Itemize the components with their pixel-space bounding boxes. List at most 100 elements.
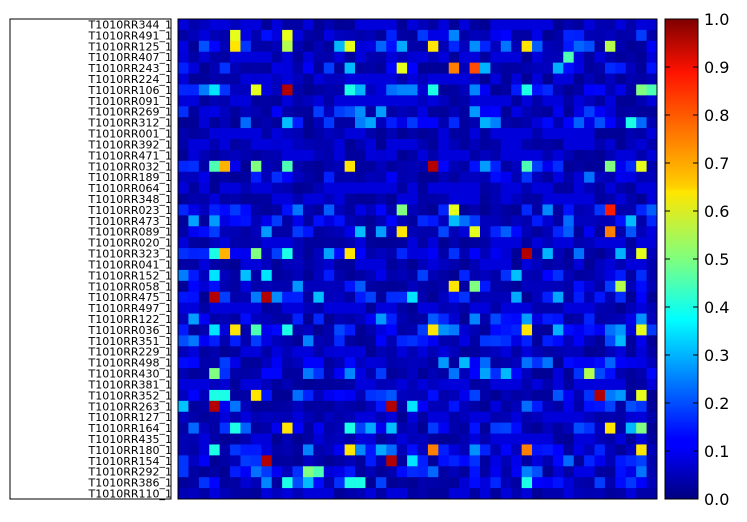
heatmap-cell [479, 488, 491, 500]
heatmap-cell [459, 357, 470, 369]
heatmap-cell [313, 444, 325, 456]
heatmap-cell [250, 389, 262, 402]
heatmap-cell [604, 455, 616, 467]
heatmap-cell [365, 62, 377, 74]
heatmap-cell [469, 171, 481, 184]
heatmap-cell [219, 84, 231, 96]
heatmap-cell [365, 139, 377, 151]
heatmap-cell [292, 477, 304, 489]
heatmap-cell [302, 302, 314, 314]
heatmap-cell [230, 269, 241, 282]
heatmap-cell [178, 488, 189, 500]
heatmap-cell [188, 389, 200, 402]
heatmap-cell [240, 280, 252, 293]
heatmap-cell [448, 215, 460, 227]
heatmap-cell [479, 455, 491, 467]
heatmap-cell [448, 51, 460, 64]
heatmap-cell [302, 389, 314, 402]
heatmap-cell [438, 259, 450, 271]
heatmap-cell [604, 51, 616, 64]
row-label: T1010RR122_1 [88, 313, 173, 326]
heatmap-cell [636, 19, 647, 31]
heatmap-cell [427, 466, 439, 478]
heatmap-cell [521, 139, 533, 151]
heatmap-cell [240, 193, 252, 205]
heatmap-cell [271, 368, 283, 380]
heatmap-cell [532, 357, 543, 369]
heatmap-cell [334, 357, 346, 369]
heatmap-cell [479, 193, 491, 205]
heatmap-cell [188, 19, 200, 31]
heatmap-cell [636, 335, 647, 347]
heatmap-cell [459, 335, 470, 347]
heatmap-cell [521, 259, 533, 271]
heatmap-cell [448, 269, 460, 282]
heatmap-cell [448, 226, 460, 238]
heatmap-cell [646, 128, 658, 140]
heatmap-cell [365, 248, 377, 260]
heatmap-cell [615, 139, 627, 151]
heatmap-cell [438, 128, 450, 140]
heatmap-cell [198, 269, 210, 282]
row-label: T1010RR351_1 [88, 335, 173, 348]
heatmap-cell [573, 368, 585, 380]
heatmap-cell [323, 106, 335, 118]
heatmap-cell [375, 313, 387, 325]
heatmap-cell [334, 215, 346, 227]
heatmap-cell [386, 40, 398, 53]
heatmap-cell [344, 248, 356, 260]
heatmap-cell [271, 226, 283, 238]
heatmap-cell [427, 193, 439, 205]
heatmap-cell [209, 171, 221, 184]
heatmap-cell [479, 466, 491, 478]
heatmap-cell [261, 335, 273, 347]
heatmap-cell [219, 269, 231, 282]
heatmap-cell [636, 302, 647, 314]
heatmap-cell [344, 62, 356, 74]
heatmap-cell [323, 477, 335, 489]
heatmap-cell [323, 379, 335, 391]
heatmap-cell [479, 477, 491, 489]
heatmap-cell [594, 73, 606, 85]
heatmap-cell [334, 346, 346, 358]
heatmap-cell [209, 411, 221, 424]
heatmap-cell [584, 160, 595, 173]
heatmap-cell [313, 29, 325, 42]
heatmap-cell [219, 160, 231, 173]
heatmap-cell [500, 149, 512, 162]
heatmap-cell [282, 51, 293, 64]
heatmap-cell [271, 433, 283, 445]
colorbar-tick-label: 1.0 [704, 10, 729, 29]
heatmap-cell [552, 51, 564, 64]
heatmap-cell [646, 379, 658, 391]
heatmap-cell [625, 237, 637, 249]
heatmap-cell [365, 204, 377, 216]
heatmap-cell [334, 269, 346, 282]
heatmap-cell [417, 324, 429, 336]
heatmap-cell [344, 280, 356, 293]
colorbar-tick-label: 0.9 [704, 58, 729, 77]
heatmap-cell [636, 237, 647, 249]
heatmap-cell [511, 237, 523, 249]
heatmap-cell [323, 215, 335, 227]
heatmap-cell [323, 411, 335, 424]
heatmap-cell [615, 182, 627, 194]
heatmap-cell [563, 237, 575, 249]
heatmap-cell [355, 302, 366, 314]
heatmap-cell [479, 182, 491, 194]
heatmap-cell [178, 62, 189, 74]
heatmap-cell [302, 411, 314, 424]
heatmap-cell [219, 455, 231, 467]
heatmap-cell [219, 182, 231, 194]
heatmap-cell [459, 193, 470, 205]
heatmap-cell [209, 226, 221, 238]
heatmap-cell [344, 422, 356, 434]
heatmap-cell [573, 400, 585, 413]
heatmap-cell [250, 73, 262, 85]
heatmap-cell [542, 477, 554, 489]
heatmap-cell [334, 204, 346, 216]
heatmap-cell [573, 29, 585, 42]
heatmap-cell [511, 106, 523, 118]
heatmap-cell [355, 400, 366, 413]
heatmap-cell [271, 73, 283, 85]
